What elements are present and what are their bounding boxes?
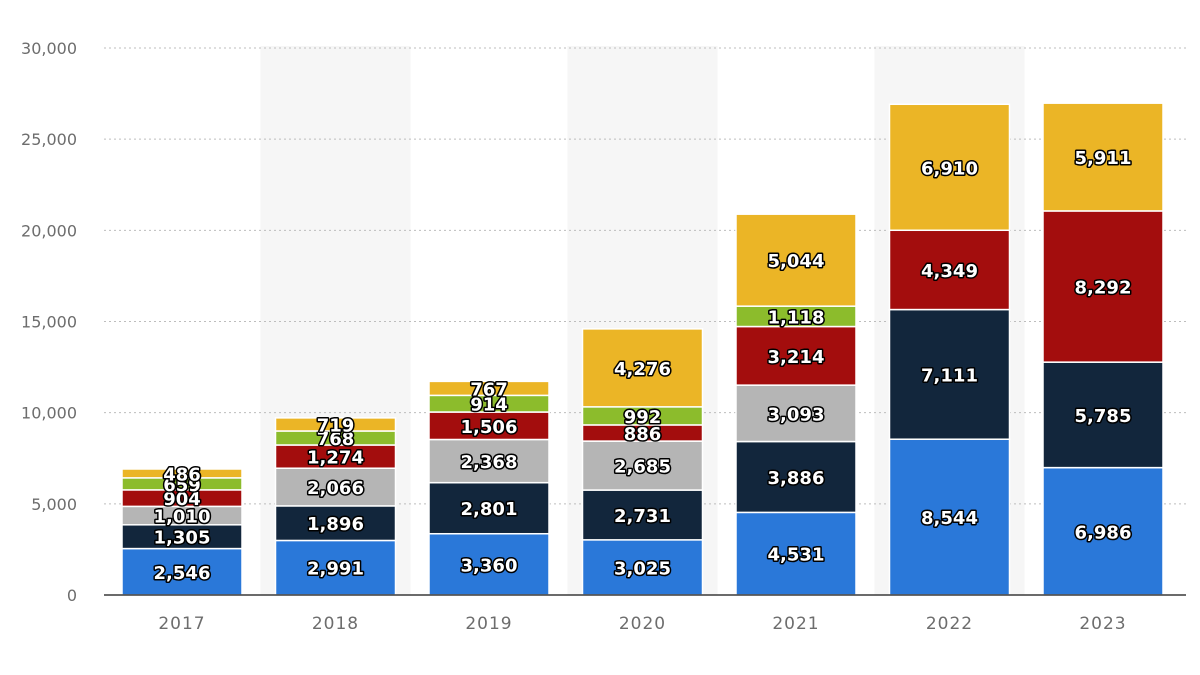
y-tick-label: 30,000 <box>21 39 77 58</box>
x-tick-label: 2023 <box>1079 614 1126 634</box>
y-tick-label: 20,000 <box>21 221 77 240</box>
data-label: 1,305 <box>154 528 211 549</box>
data-label: 3,214 <box>768 347 825 368</box>
data-label: 4,276 <box>614 359 671 380</box>
x-tick-label: 2017 <box>158 614 205 634</box>
bar-segment[interactable] <box>121 468 243 479</box>
x-tick-label: 2021 <box>772 614 819 634</box>
data-label: 6,910 <box>921 158 978 179</box>
data-label: 2,731 <box>614 506 671 527</box>
data-label: 4,349 <box>921 261 978 282</box>
data-label: 486 <box>163 464 201 485</box>
data-label: 767 <box>470 379 508 400</box>
data-label: 1,010 <box>154 507 211 528</box>
bar-segment[interactable] <box>428 481 550 535</box>
data-label: 5,044 <box>768 251 825 272</box>
data-label: 3,360 <box>461 555 518 576</box>
data-label: 2,685 <box>614 457 671 478</box>
data-label: 904 <box>163 489 201 510</box>
bar-segment[interactable] <box>888 103 1011 232</box>
data-label: 4,531 <box>768 545 825 566</box>
bar-segment[interactable] <box>1042 361 1164 469</box>
y-tick-label: 25,000 <box>21 130 77 149</box>
bar-segment[interactable] <box>581 328 704 408</box>
bar-segment[interactable] <box>274 505 397 542</box>
y-tick-label: 15,000 <box>21 313 77 332</box>
data-label: 5,911 <box>1075 148 1132 169</box>
data-label: 6,986 <box>1075 522 1132 543</box>
bar-segment[interactable] <box>1042 102 1164 212</box>
data-label: 5,785 <box>1075 406 1132 427</box>
y-tick-label: 10,000 <box>21 404 77 423</box>
data-label: 719 <box>317 415 355 436</box>
bar-segment[interactable] <box>888 229 1011 311</box>
x-tick-label: 2019 <box>465 614 512 634</box>
data-label: 3,025 <box>614 558 671 579</box>
data-label: 1,896 <box>307 514 364 535</box>
data-label: 2,801 <box>461 499 518 520</box>
bar-segment[interactable] <box>735 213 857 307</box>
data-label: 3,093 <box>768 404 825 425</box>
bar-segment[interactable] <box>735 325 857 386</box>
data-label: 2,546 <box>154 563 211 584</box>
bar-segment[interactable] <box>428 438 550 484</box>
bar-segment[interactable] <box>581 489 704 541</box>
data-label: 8,292 <box>1075 278 1132 299</box>
data-label: 3,886 <box>768 468 825 489</box>
data-label: 2,066 <box>307 478 364 499</box>
bar-segment[interactable] <box>428 532 550 596</box>
data-label: 7,111 <box>921 365 978 386</box>
data-label: 992 <box>624 407 662 428</box>
bar-segment[interactable] <box>274 539 397 596</box>
bar-segment[interactable] <box>274 467 397 507</box>
bar-segment[interactable] <box>581 539 704 596</box>
x-tick-label: 2022 <box>926 614 973 634</box>
data-label: 2,368 <box>461 452 518 473</box>
bar-segment[interactable] <box>274 417 397 432</box>
y-tick-label: 5,000 <box>31 495 77 514</box>
data-label: 1,274 <box>307 448 364 469</box>
bar-segment[interactable] <box>581 440 704 491</box>
data-label: 8,544 <box>921 508 978 529</box>
bar-segment[interactable] <box>428 380 550 397</box>
x-tick-label: 2020 <box>619 614 666 634</box>
bar-segment[interactable] <box>121 547 243 596</box>
bar-segment[interactable] <box>888 308 1011 440</box>
data-label: 2,991 <box>307 559 364 580</box>
bar-segment[interactable] <box>1042 210 1164 363</box>
data-label: 886 <box>624 424 662 445</box>
data-label: 1,506 <box>461 417 518 438</box>
x-tick-label: 2018 <box>312 614 359 634</box>
data-label: 1,118 <box>768 307 825 328</box>
data-label: 914 <box>470 395 508 416</box>
y-tick-label: 0 <box>67 586 77 605</box>
